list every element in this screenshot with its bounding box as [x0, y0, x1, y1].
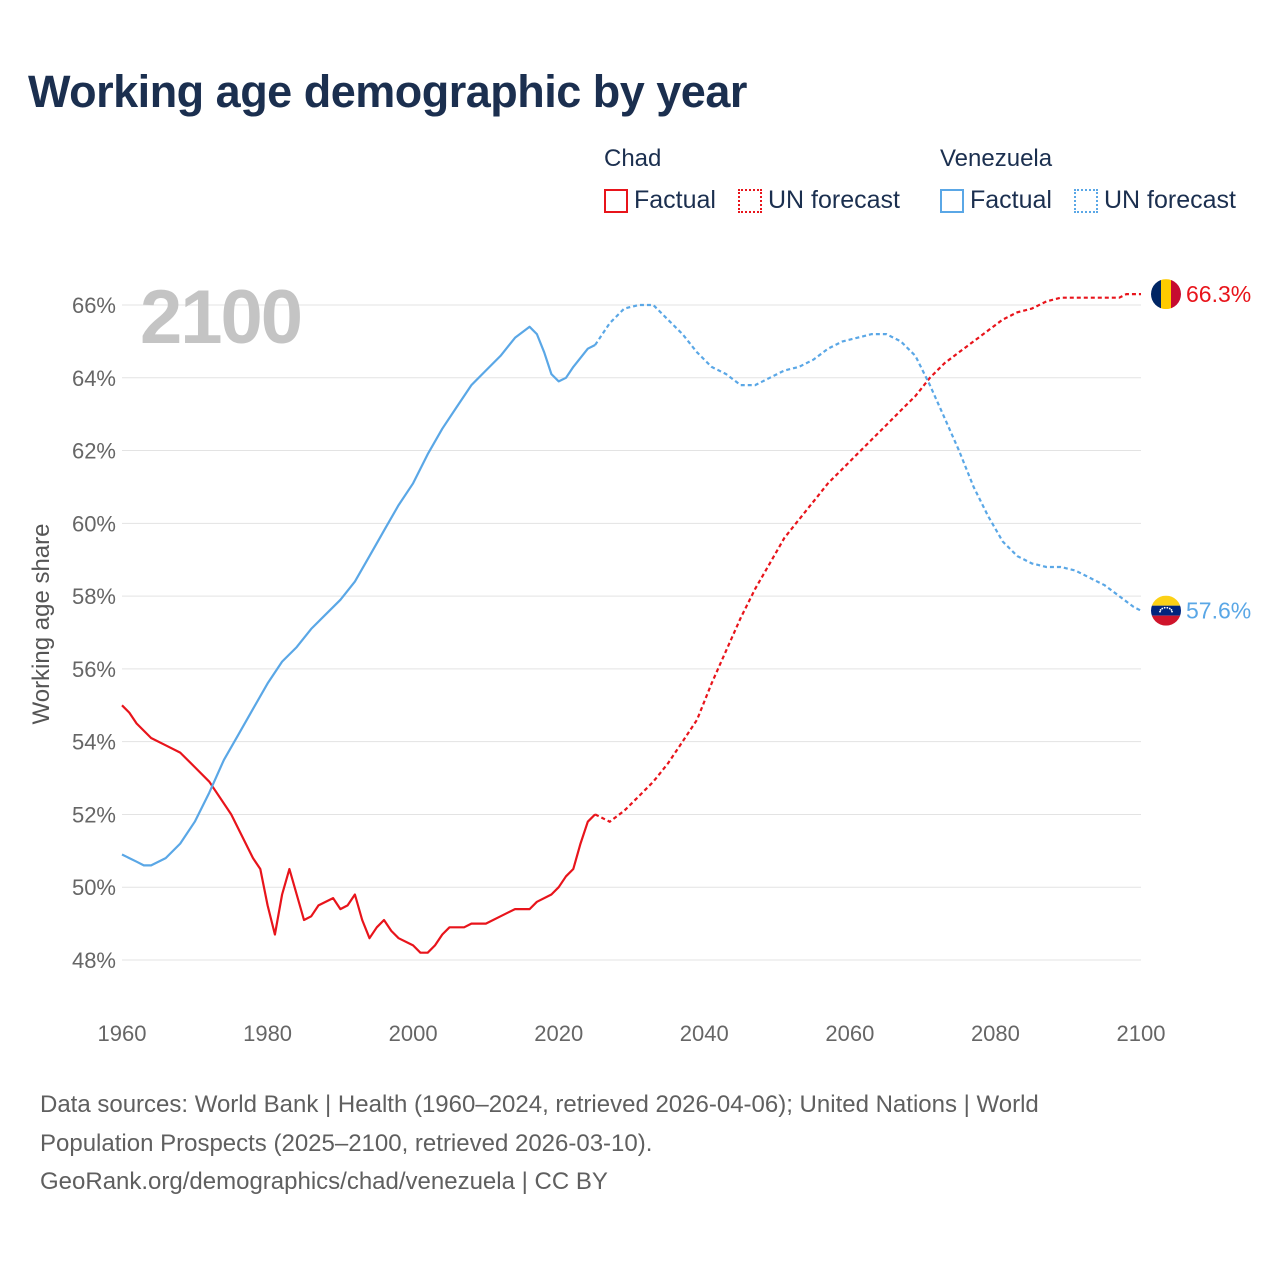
y-tick-label: 56%	[72, 657, 116, 682]
y-tick-label: 50%	[72, 875, 116, 900]
legend-venezuela-forecast[interactable]: UN forecast	[1074, 186, 1236, 215]
x-tick-label: 2020	[534, 1021, 583, 1046]
y-tick-label: 48%	[72, 948, 116, 973]
year-watermark: 2100	[140, 275, 303, 360]
footer-sources: Data sources: World Bank | Health (1960–…	[40, 1086, 1240, 1202]
chad-factual-line	[121, 704, 596, 954]
legend-label: Factual	[970, 186, 1052, 214]
y-axis-label: Working age share	[28, 523, 55, 725]
venezuela-flag-icon	[1151, 595, 1181, 626]
y-axis-ticks: 48% 50% 52% 54% 56% 58% 60% 62% 64% 66%	[72, 293, 116, 973]
legend-venezuela-factual[interactable]: Factual	[940, 186, 1052, 215]
y-tick-label: 52%	[72, 802, 116, 827]
footer-line: Data sources: World Bank | Health (1960–…	[40, 1091, 1039, 1118]
chad-forecast-line	[594, 293, 1141, 823]
y-tick-label: 54%	[72, 730, 116, 755]
legend-swatch-chad-forecast	[738, 188, 762, 213]
chart-grid	[122, 304, 1141, 961]
legend-label: UN forecast	[1104, 186, 1236, 214]
legend-swatch-venezuela-factual	[940, 188, 964, 213]
x-tick-label: 2080	[971, 1021, 1020, 1046]
y-tick-label: 64%	[72, 366, 116, 391]
venezuela-end-value: 57.6%	[1186, 598, 1251, 624]
legend-group-chad: Chad	[604, 145, 662, 172]
legend-swatch-chad-factual	[604, 188, 628, 213]
y-tick-label: 66%	[72, 293, 116, 318]
x-tick-label: 1960	[98, 1021, 147, 1046]
chad-end-value: 66.3%	[1186, 281, 1251, 307]
series-lines	[121, 293, 1142, 954]
x-axis-ticks: 1960 1980 2000 2020 2040 2060 2080 2100	[98, 1021, 1166, 1046]
x-tick-label: 2100	[1117, 1021, 1166, 1046]
venezuela-factual-line	[121, 325, 596, 867]
y-tick-label: 62%	[72, 439, 116, 464]
legend-swatch-venezuela-forecast	[1074, 188, 1098, 213]
y-tick-label: 58%	[72, 584, 116, 609]
x-tick-label: 1980	[243, 1021, 292, 1046]
x-tick-label: 2040	[680, 1021, 729, 1046]
legend-label: Factual	[634, 186, 716, 214]
venezuela-forecast-line	[594, 303, 1142, 612]
legend-label: UN forecast	[768, 186, 900, 214]
footer-line: Population Prospects (2025–2100, retriev…	[40, 1129, 653, 1157]
legend-group-venezuela: Venezuela	[940, 145, 1053, 172]
x-tick-label: 2060	[825, 1021, 874, 1046]
legend-chad-factual[interactable]: Factual	[604, 186, 716, 215]
x-tick-label: 2000	[389, 1021, 438, 1046]
footer-link[interactable]: GeoRank.org/demographics/chad/venezuela …	[40, 1168, 608, 1195]
legend-chad-forecast[interactable]: UN forecast	[738, 186, 900, 215]
end-markers: 66.3% 57.6%	[1151, 279, 1251, 626]
chart-title: Working age demographic by year	[28, 66, 747, 117]
y-tick-label: 60%	[72, 511, 116, 536]
chad-flag-icon	[1151, 279, 1181, 310]
